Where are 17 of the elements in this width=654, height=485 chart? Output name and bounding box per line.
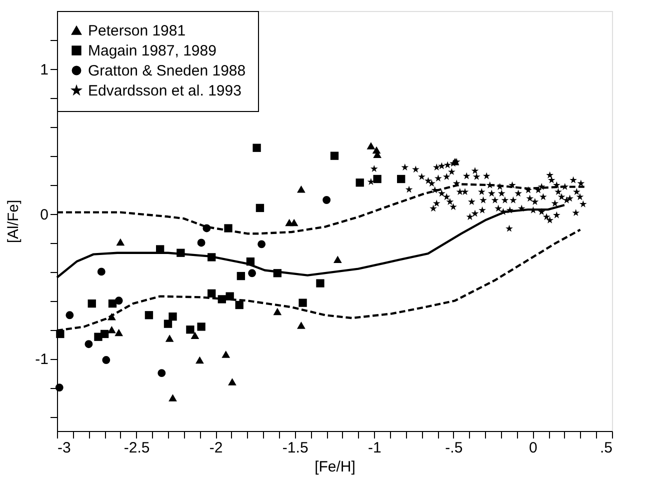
x-tick-label: .5	[600, 440, 612, 456]
x-axis-title: [Fe/H]	[314, 458, 356, 476]
legend-label: Magain 1987, 1989	[88, 42, 216, 60]
x-tick-label: -1	[368, 440, 382, 456]
x-tick-label: -3	[58, 440, 71, 456]
x-tick-label: -.5	[445, 440, 463, 456]
legend-label: Gratton & Sneden 1988	[88, 62, 246, 80]
x-tick-label: -2.5	[124, 440, 150, 456]
y-axis-title: [Al/Fe]	[5, 200, 22, 244]
x-tick-label: 0	[529, 440, 538, 456]
legend-label: Peterson 1981	[88, 22, 186, 40]
legend-label: Edvardsson et al. 1993	[88, 82, 242, 100]
x-tick-label: -2	[209, 440, 223, 456]
y-tick-label: 1	[40, 61, 48, 78]
y-tick-label: 0	[40, 206, 48, 224]
x-tick-label: -1.5	[282, 440, 308, 456]
y-tick-label: -1	[35, 351, 48, 368]
